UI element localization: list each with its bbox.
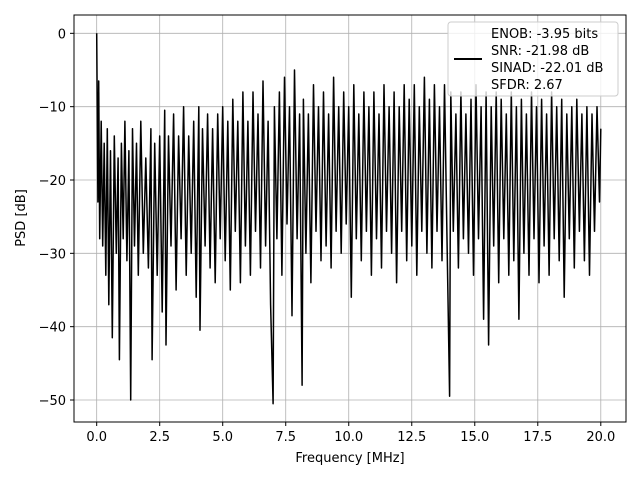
y-tick-label: −30 [39,247,66,262]
legend-entry-line: SINAD: -22.01 dB [491,61,603,76]
x-tick-label: 2.5 [149,430,170,445]
x-tick-label: 12.5 [397,430,426,445]
x-tick-label: 5.0 [212,430,233,445]
y-tick-label: 0 [58,27,66,42]
y-axis-label: PSD [dB] [14,189,29,247]
legend-box [447,21,619,97]
y-tick-label: −10 [39,101,66,116]
x-axis-label: Frequency [MHz] [295,451,404,466]
legend-entries: ENOB: -3.95 bits SNR: -21.98 dB SINAD: -22… [491,27,603,93]
axis-ticks: 0.0 2.5 5.0 7.5 10.0 12.5 15.0 17.5 20.0 0 −10 −20 −… [39,27,616,445]
x-tick-label: 10.0 [334,430,363,445]
psd-series-line [95,33,602,405]
x-tick-label: 15.0 [460,430,489,445]
legend-entry-line: SNR: -21.98 dB [491,44,589,59]
legend-entry-line: ENOB: -3.95 bits [491,27,598,42]
plot-frame [73,14,627,423]
plot-data [95,33,602,405]
legend-entry-line: SFDR: 2.67 [491,78,563,93]
legend: ENOB: -3.95 bits SNR: -21.98 dB SINAD: -22… [447,21,619,97]
x-tick-label: 0.0 [86,430,107,445]
x-tick-label: 7.5 [275,430,296,445]
x-tick-label: 17.5 [523,430,552,445]
y-tick-label: −50 [39,394,66,409]
x-tick-label: 20.0 [586,430,615,445]
y-tick-label: −40 [39,321,66,336]
y-tick-label: −20 [39,174,66,189]
